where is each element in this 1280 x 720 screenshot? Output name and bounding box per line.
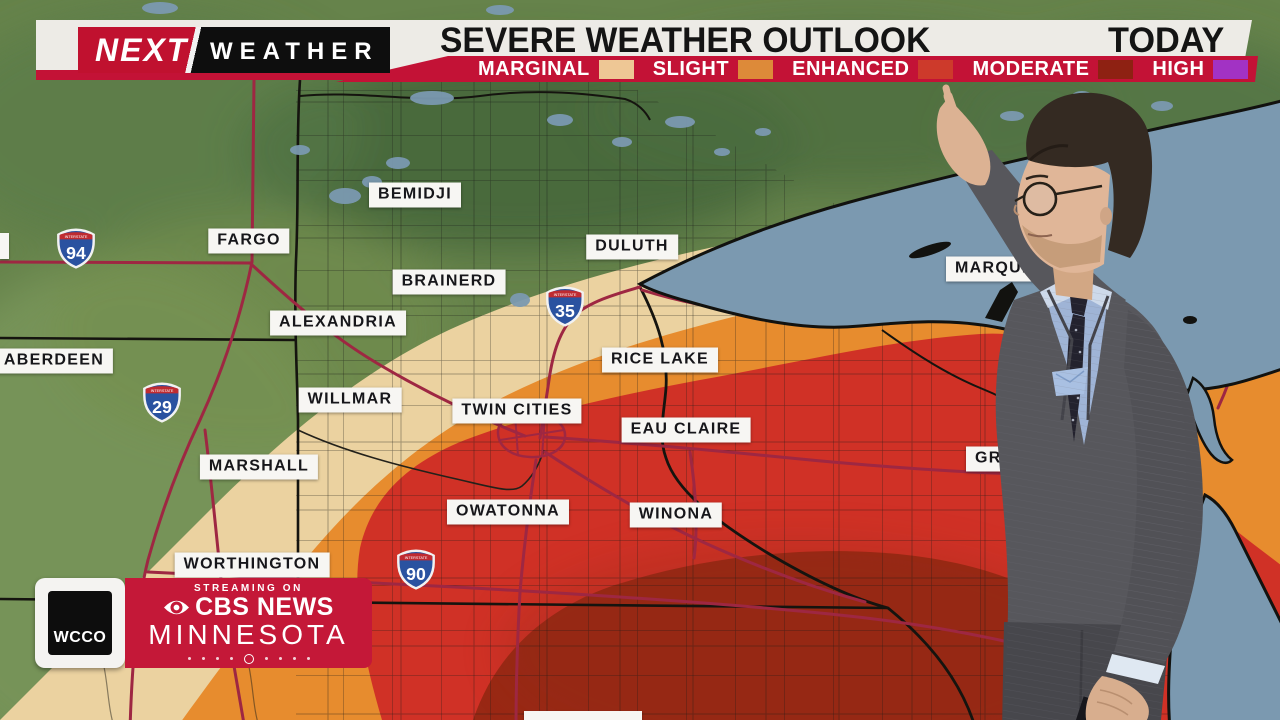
legend-swatch-marginal (599, 60, 634, 79)
city-label-owatonna: OWATONNA (446, 499, 570, 525)
cut-label-bottom (524, 711, 642, 720)
hair (1026, 92, 1153, 258)
legend-item-marginal: MARGINAL (478, 59, 634, 79)
interstate-shield-35: INTERSTATE 35 (545, 285, 585, 327)
interstate-shield-90: INTERSTATE 90 (396, 548, 436, 590)
city-label-twin-cities: TWIN CITIES (452, 398, 582, 424)
jaw-stubble (1022, 225, 1102, 268)
svg-text:INTERSTATE: INTERSTATE (65, 235, 88, 239)
svg-text:INTERSTATE: INTERSTATE (405, 556, 428, 560)
next-weather-logo: NEXT WEATHER (78, 27, 390, 73)
svg-text:INTERSTATE: INTERSTATE (554, 293, 577, 297)
svg-text:INTERSTATE: INTERSTATE (151, 389, 174, 393)
legend-item-moderate: MODERATE (972, 59, 1133, 79)
streaming-on-label: STREAMING ON (194, 582, 303, 594)
logo-weather-text: WEATHER (210, 38, 379, 65)
legend-item-enhanced: ENHANCED (792, 59, 953, 79)
city-label-eau-claire: EAU CLAIRE (621, 417, 751, 443)
shirt-cuff (1106, 654, 1165, 684)
city-label-bemidji: BEMIDJI (369, 182, 461, 208)
station-bug: WCCO STREAMING ON CBS NEWS MINNESOTA (35, 578, 372, 668)
cbs-news-panel: STREAMING ON CBS NEWS MINNESOTA (125, 578, 372, 668)
legend-label: MARGINAL (478, 58, 590, 80)
legend-label: SLIGHT (652, 58, 730, 80)
region-label: MINNESOTA (148, 618, 349, 650)
glasses (1014, 181, 1103, 217)
legend-swatch-moderate (1098, 60, 1133, 79)
legend-swatch-high (1213, 60, 1248, 79)
ear (1100, 207, 1112, 225)
cbs-news-label: CBS NEWS (195, 592, 334, 621)
city-label-winona: WINONA (629, 502, 723, 528)
legend-item-high: HIGH (1152, 59, 1248, 79)
header-banner: MARGINAL SLIGHT ENHANCED MODERATE HIGH NEXT … (36, 20, 1252, 80)
city-label-alexandria: ALEXANDRIA (270, 310, 406, 336)
logo-next-text: NEXT (95, 32, 189, 68)
risk-legend: MARGINAL SLIGHT ENHANCED MODERATE HIGH (336, 56, 1258, 82)
legend-item-slight: SLIGHT (653, 59, 773, 79)
legend-label: HIGH (1152, 58, 1205, 80)
wcco-logo: WCCO (48, 591, 112, 655)
wcco-logo-card: WCCO (35, 578, 125, 668)
city-label-willmar: WILLMAR (298, 387, 402, 413)
svg-text:29: 29 (152, 397, 172, 417)
city-label-fargo: FARGO (208, 228, 290, 254)
carousel-dots (187, 653, 310, 664)
page-title: SEVERE WEATHER OUTLOOK (440, 21, 931, 60)
city-label-duluth: DULUTH (586, 234, 678, 260)
city-label-aberdeen: ABERDEEN (0, 348, 114, 374)
legend-swatch-enhanced (918, 60, 953, 79)
wcco-call-letters: WCCO (53, 629, 107, 646)
city-label-brainerd: BRAINERD (392, 269, 506, 295)
svg-text:94: 94 (66, 243, 86, 263)
city-label-worthington: WORTHINGTON (174, 552, 330, 578)
active-dot (243, 653, 254, 664)
legend-label: ENHANCED (792, 58, 910, 80)
timeframe-label: TODAY (1108, 21, 1225, 60)
cbs-eye-icon (164, 600, 190, 614)
highway-61 (543, 450, 867, 604)
interstate-shield-94: INTERSTATE 94 (56, 227, 96, 269)
pointing-hand (936, 98, 991, 186)
bay-inlet (1184, 376, 1234, 464)
svg-text:35: 35 (555, 301, 575, 321)
svg-text:90: 90 (406, 564, 426, 584)
legend-label: MODERATE (972, 58, 1090, 80)
eyebrow (1025, 174, 1049, 181)
legend-swatch-slight (738, 60, 773, 79)
highway-east (543, 435, 1017, 476)
mouth (1027, 233, 1053, 238)
presenter-figure (936, 84, 1203, 720)
cut-label-left (0, 233, 9, 259)
city-label-marshall: MARSHALL (199, 454, 319, 480)
highway-i94-west (0, 260, 252, 265)
lower-hand (1085, 676, 1149, 720)
city-label-rice-lake: RICE LAKE (602, 347, 718, 373)
interstate-shield-29: INTERSTATE 29 (142, 381, 182, 423)
nose (1013, 204, 1020, 216)
